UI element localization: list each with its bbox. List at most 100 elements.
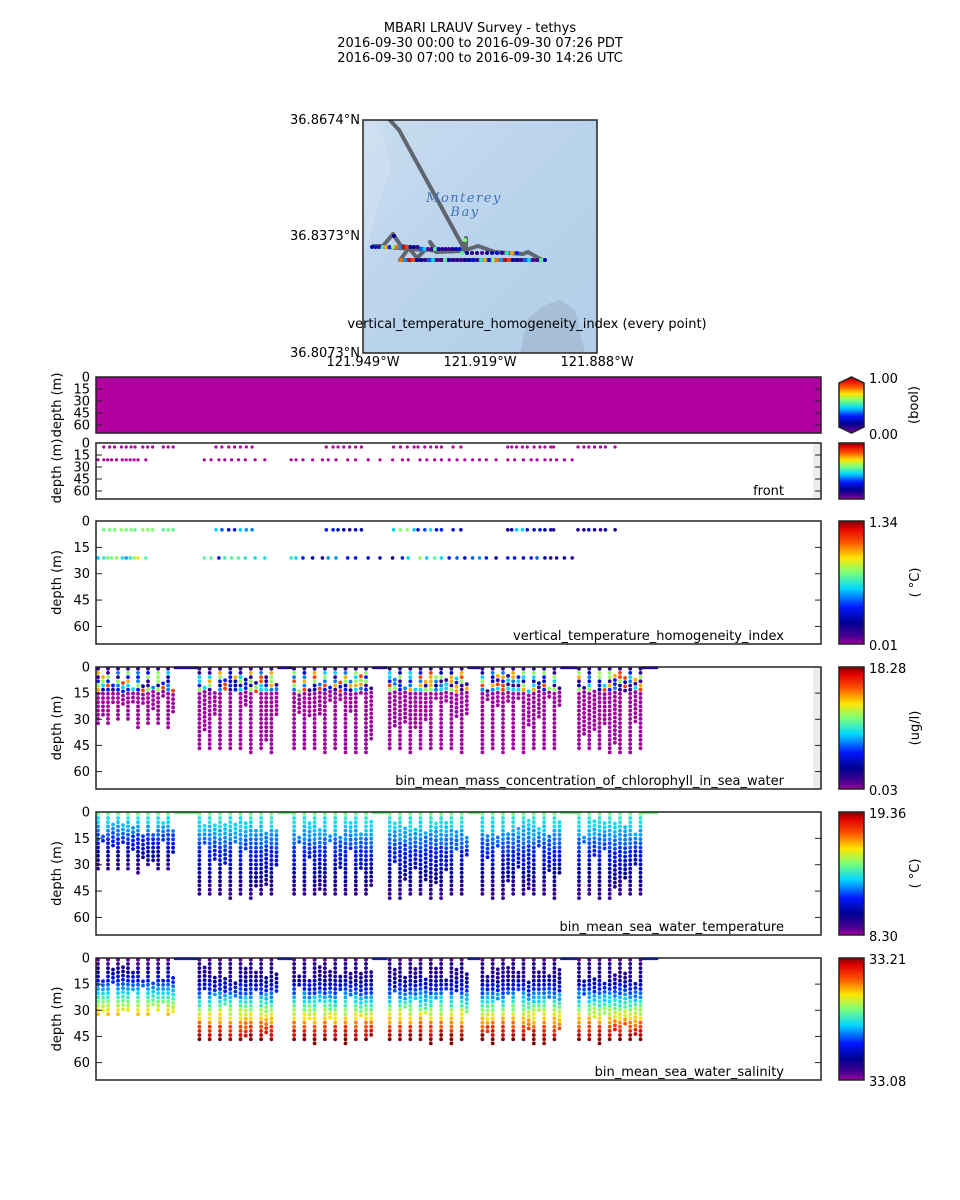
data-point <box>628 725 633 730</box>
data-point <box>353 854 358 858</box>
data-point <box>521 816 526 820</box>
data-point <box>439 691 443 696</box>
data-point <box>480 995 485 1000</box>
data-point <box>638 832 643 837</box>
data-point <box>292 845 296 850</box>
data-point <box>618 987 622 991</box>
data-point <box>116 717 120 721</box>
y-tick-label: 45 <box>73 407 90 422</box>
data-point <box>449 712 454 717</box>
data-point <box>618 828 622 833</box>
data-point <box>312 879 317 884</box>
data-point <box>343 679 348 684</box>
data-point <box>171 976 176 980</box>
data-point <box>333 687 338 692</box>
data-point <box>511 708 516 713</box>
data-point <box>248 733 253 738</box>
data-point <box>236 556 241 560</box>
data-point <box>592 528 597 532</box>
data-point <box>292 679 296 684</box>
data-point <box>254 833 258 837</box>
data-point <box>238 978 243 983</box>
data-point <box>434 842 438 847</box>
data-point <box>136 995 140 1000</box>
data-point <box>197 999 202 1004</box>
data-point <box>248 721 253 725</box>
data-point <box>494 556 498 560</box>
data-point <box>359 996 363 1001</box>
data-point <box>269 712 274 717</box>
data-point <box>408 982 413 987</box>
data-point <box>202 710 207 715</box>
data-point <box>628 1029 633 1033</box>
data-point <box>359 984 363 989</box>
data-point <box>613 842 617 847</box>
data-point <box>459 1020 464 1025</box>
data-point <box>238 970 243 975</box>
data-point <box>587 854 592 858</box>
data-point <box>552 892 557 896</box>
data-point <box>480 879 485 884</box>
data-point <box>638 854 643 858</box>
track-point <box>419 258 423 262</box>
data-point <box>126 982 130 987</box>
data-point <box>223 976 228 981</box>
data-point <box>577 687 581 692</box>
data-point <box>506 458 510 462</box>
data-point <box>326 556 331 560</box>
data-point <box>511 828 516 833</box>
data-point <box>613 830 617 834</box>
data-point <box>377 957 381 961</box>
data-point <box>501 811 505 816</box>
data-point <box>328 986 332 991</box>
data-point <box>633 1032 638 1036</box>
data-point <box>178 666 181 670</box>
data-point <box>398 957 402 962</box>
data-point <box>161 999 166 1004</box>
data-point <box>292 820 296 825</box>
data-point <box>501 679 505 684</box>
data-point <box>353 671 358 675</box>
data-point <box>537 970 541 975</box>
data-point <box>307 709 312 713</box>
data-point <box>413 971 418 975</box>
data-point <box>269 733 274 738</box>
data-point <box>338 697 343 702</box>
data-point <box>166 820 171 825</box>
data-point <box>618 966 622 970</box>
data-point <box>628 687 633 692</box>
data-point <box>302 811 307 816</box>
data-point <box>557 699 562 703</box>
data-point <box>511 704 516 709</box>
data-point <box>557 988 562 993</box>
data-point <box>449 683 454 688</box>
data-point <box>387 1008 392 1012</box>
data-point <box>405 528 410 532</box>
data-point <box>387 999 392 1004</box>
data-point <box>587 708 592 713</box>
data-point <box>141 842 145 847</box>
data-point <box>511 866 516 871</box>
data-point <box>459 683 464 688</box>
data-point <box>288 811 292 815</box>
data-point <box>628 991 633 996</box>
data-point <box>408 721 413 725</box>
data-point <box>464 699 469 703</box>
data-point <box>459 854 464 858</box>
data-point <box>302 717 307 721</box>
data-point <box>302 966 307 970</box>
data-point <box>582 706 586 711</box>
data-point <box>96 970 100 975</box>
data-point <box>552 666 557 671</box>
data-point <box>495 988 500 993</box>
data-point <box>338 857 343 861</box>
data-point <box>398 1024 402 1029</box>
data-point <box>418 691 423 696</box>
data-point <box>597 858 602 862</box>
data-point <box>618 991 622 996</box>
data-point <box>428 875 433 879</box>
track-point <box>539 258 543 262</box>
data-point <box>480 1024 485 1029</box>
data-point <box>526 993 531 997</box>
data-point <box>254 974 258 979</box>
